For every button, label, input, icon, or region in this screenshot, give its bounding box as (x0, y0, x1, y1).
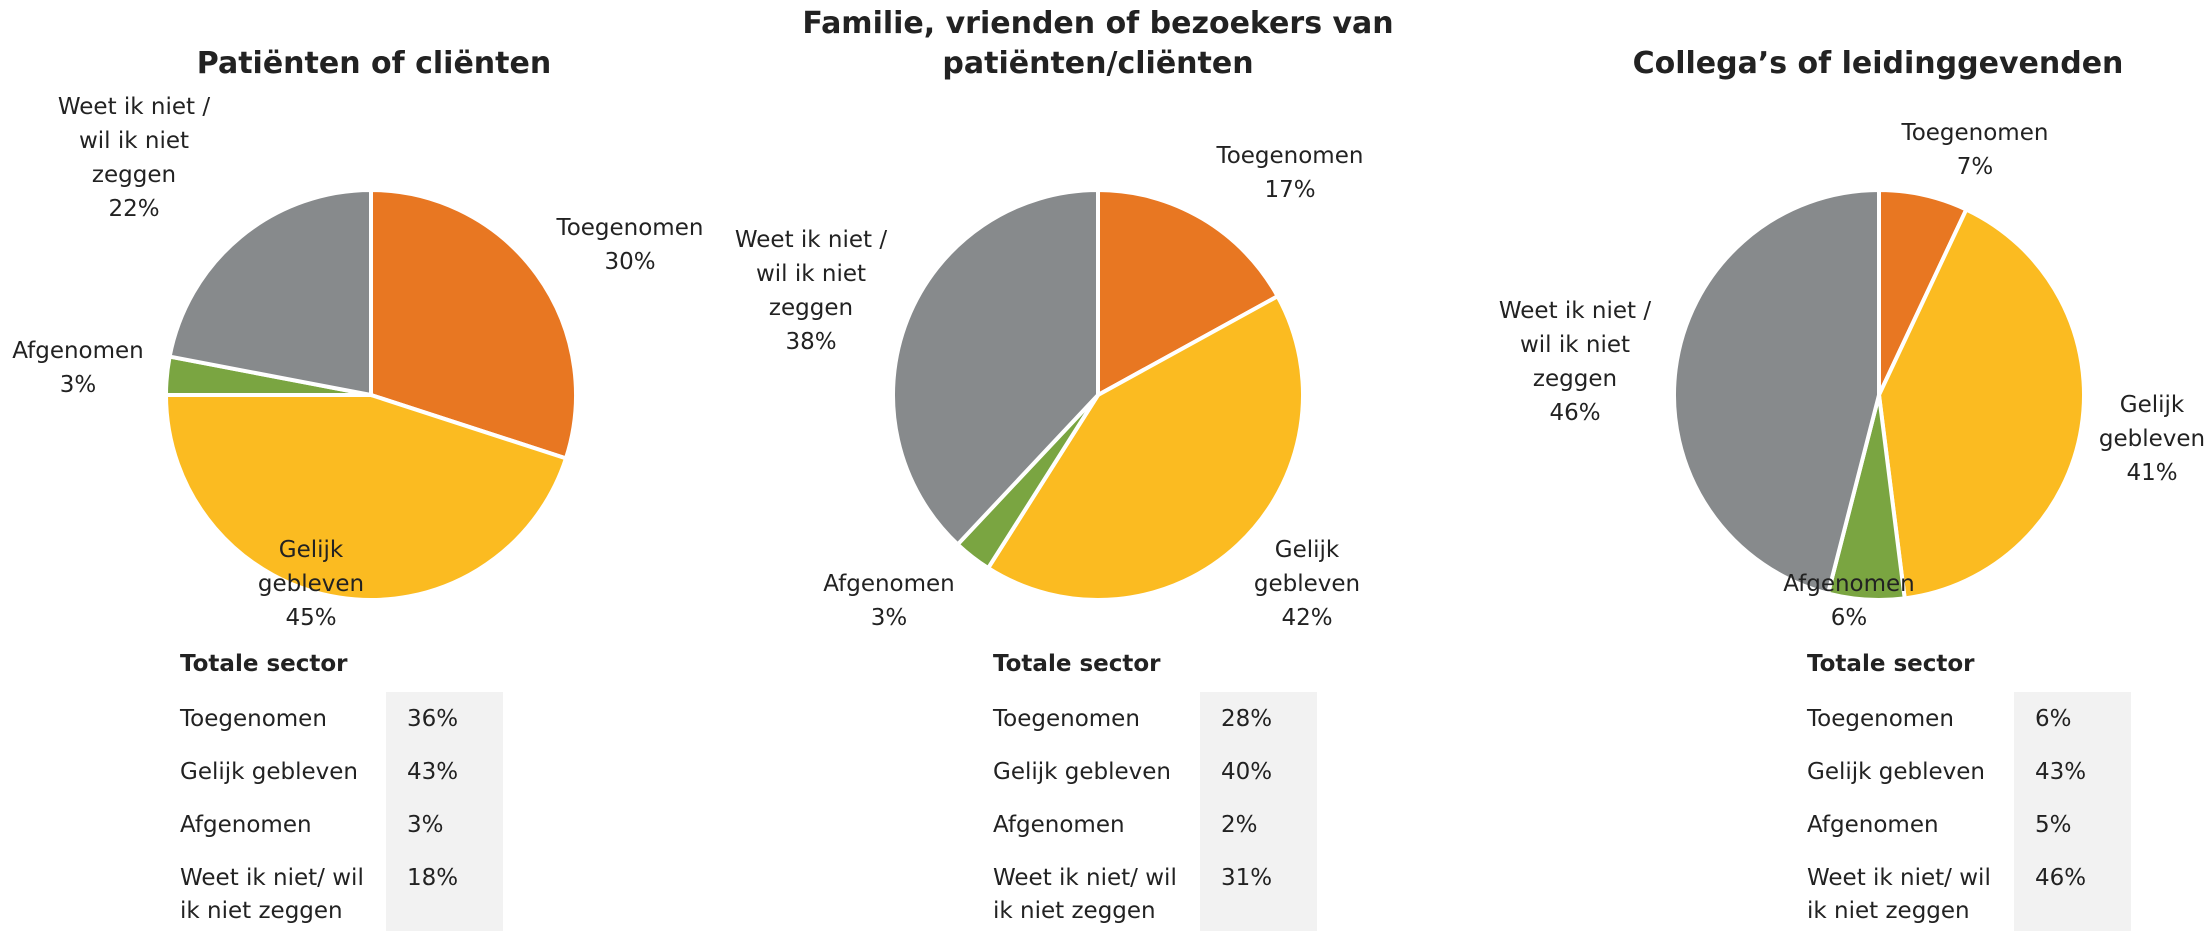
table-label: Gelijk gebleven (993, 759, 1172, 785)
slice-label: Toegenomen 30% (540, 211, 720, 279)
slice-value: 17% (1264, 177, 1316, 203)
slice-category: Afgenomen (1783, 571, 1915, 597)
table-label: Toegenomen (993, 706, 1140, 732)
slice-category: Toegenomen (1216, 143, 1364, 169)
table-label: Gelijk gebleven (1807, 759, 1986, 785)
table-label: Weet ik niet/ wil ik niet zeggen (1807, 865, 1991, 924)
pie-slice (1096, 187, 1281, 399)
slice-label: Toegenomen 17% (1200, 139, 1380, 207)
slice-category: Weet ik niet / wil ik niet zeggen (57, 94, 211, 188)
table-shade (386, 692, 503, 931)
table-value: 28% (1221, 706, 1273, 732)
slice-category: Toegenomen (556, 215, 704, 241)
slice-value: 3% (870, 605, 908, 631)
table-value: 31% (1221, 865, 1273, 891)
slice-value: 22% (108, 196, 160, 222)
slice-category: Weet ik niet / wil ik niet zeggen (1498, 298, 1652, 392)
pie-slice (891, 187, 1100, 548)
table-value: 43% (2035, 759, 2087, 785)
table-shade (2014, 692, 2131, 931)
slice-label: Gelijk gebleven 41% (2087, 388, 2212, 490)
table-value: 3% (407, 812, 444, 838)
table-value: 5% (2035, 812, 2072, 838)
table-label: Gelijk gebleven (180, 759, 359, 785)
table-value: 6% (2035, 706, 2072, 732)
chart-title: Familie, vrienden of bezoekers van patië… (802, 6, 1394, 81)
slice-value: 3% (59, 372, 97, 398)
slice-category: Afgenomen (823, 571, 955, 597)
table-label: Weet ik niet/ wil ik niet zeggen (993, 865, 1177, 924)
slice-category: Afgenomen (12, 338, 144, 364)
table-title: Totale sector (993, 651, 1161, 677)
slice-value: 6% (1830, 605, 1868, 631)
pie-slice (985, 293, 1305, 602)
slice-category: Gelijk gebleven (1253, 537, 1361, 597)
slice-label: Afgenomen 3% (799, 567, 979, 635)
slice-value: 46% (1549, 400, 1601, 426)
table-label: Toegenomen (1807, 706, 1954, 732)
table-value: 18% (407, 865, 459, 891)
pie-slice (1876, 206, 2086, 601)
slice-value: 42% (1281, 605, 1333, 631)
table-label: Toegenomen (180, 706, 327, 732)
table-title: Totale sector (180, 651, 348, 677)
table-value: 40% (1221, 759, 1273, 785)
table-label: Afgenomen (180, 812, 312, 838)
table-label: Afgenomen (993, 812, 1125, 838)
table-value: 36% (407, 706, 459, 732)
slice-label: Weet ik niet / wil ik niet zeggen 46% (1488, 294, 1663, 430)
pie-slice (167, 187, 373, 398)
chart-title: Patiënten of cliënten (196, 46, 552, 81)
slice-label: Gelijk gebleven 42% (1242, 533, 1372, 635)
slice-label: Gelijk gebleven 45% (246, 533, 376, 635)
chart-title: Collega’s of leidinggevenden (1632, 46, 2124, 81)
slice-value: 7% (1956, 154, 1994, 180)
slice-label: Weet ik niet / wil ik niet zeggen 38% (724, 223, 899, 359)
table-shade (1200, 692, 1317, 931)
table-value: 2% (1221, 812, 1258, 838)
slice-label: Weet ik niet / wil ik niet zeggen 22% (47, 90, 222, 226)
slice-category: Gelijk gebleven (257, 537, 365, 597)
table-value: 43% (407, 759, 459, 785)
slice-label: Afgenomen 6% (1759, 567, 1939, 635)
slice-category: Weet ik niet / wil ik niet zeggen (734, 227, 888, 321)
table-label: Weet ik niet/ wil ik niet zeggen (180, 865, 364, 924)
pie-slice (163, 393, 569, 602)
slice-label: Afgenomen 3% (0, 334, 168, 402)
table-title: Totale sector (1807, 651, 1975, 677)
slice-value: 41% (2126, 460, 2178, 486)
slice-label: Toegenomen 7% (1885, 116, 2065, 184)
table-label: Afgenomen (1807, 812, 1939, 838)
slice-value: 38% (785, 329, 837, 355)
table-value: 46% (2035, 865, 2087, 891)
pie-slice (369, 187, 578, 461)
pie-slice (1672, 187, 1881, 596)
slice-category: Toegenomen (1901, 120, 2049, 146)
slice-category: Gelijk gebleven (2098, 392, 2206, 452)
slice-value: 30% (604, 249, 656, 275)
slice-value: 45% (285, 605, 337, 631)
